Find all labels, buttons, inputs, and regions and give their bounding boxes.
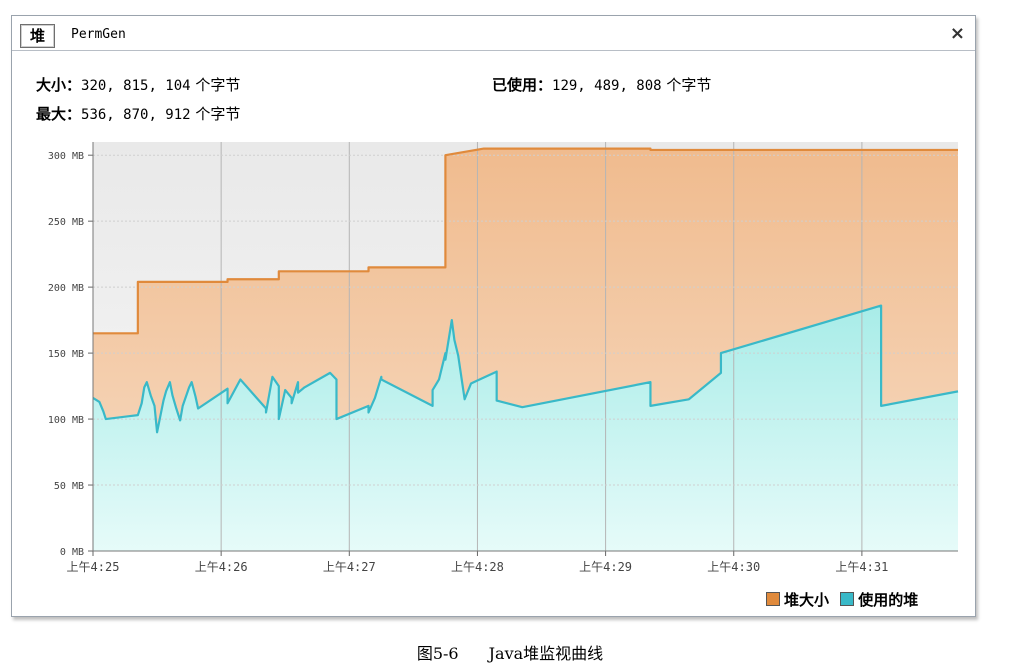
heap-monitor-panel: 堆 PermGen × 大小：320, 815, 104 个字节 最大：536,… xyxy=(11,15,976,617)
used-unit: 个字节 xyxy=(666,76,712,94)
legend-heap-used: 使用的堆 xyxy=(840,591,918,609)
max-label: 最大： xyxy=(36,105,82,123)
heap-size-stat: 大小：320, 815, 104 个字节 xyxy=(36,74,240,95)
heap-chart: 上午4:25 上午4:26 上午4:27 上午4:28 上午4:29 上午4:30 上午4:… xyxy=(48,142,959,574)
size-value: 320, 815, 104 xyxy=(81,78,191,94)
y-tick-label: 50 MB xyxy=(54,481,84,492)
heap-max-stat: 最大：536, 870, 912 个字节 xyxy=(36,103,240,124)
y-tick-label: 0 MB xyxy=(60,547,84,558)
size-unit: 个字节 xyxy=(195,76,241,94)
max-value: 536, 870, 912 xyxy=(81,107,191,123)
tab-permgen[interactable]: PermGen xyxy=(71,27,126,42)
legend-heap-size-label: 堆大小 xyxy=(784,591,830,609)
tab-bar: 堆 PermGen × xyxy=(12,16,975,51)
legend-heap-size-swatch xyxy=(766,592,780,606)
legend-heap-used-swatch xyxy=(840,592,855,606)
x-tick-label: 上午4:28 xyxy=(451,560,504,574)
y-tick-label: 250 MB xyxy=(48,217,84,228)
figure-number: 图5-6 xyxy=(416,644,459,663)
legend-heap-size: 堆大小 xyxy=(766,591,829,609)
legend: 堆大小 使用的堆 xyxy=(766,589,918,610)
x-tick-label: 上午4:30 xyxy=(707,560,760,574)
close-icon[interactable]: × xyxy=(949,23,965,44)
y-tick-label: 200 MB xyxy=(48,283,84,294)
heap-size-line xyxy=(93,147,958,335)
heap-used-line xyxy=(92,304,959,434)
x-tick-label: 上午4:29 xyxy=(579,560,632,574)
x-tick-label: 上午4:26 xyxy=(195,560,248,574)
used-label: 已使用： xyxy=(492,76,553,94)
x-tick-label: 上午4:25 xyxy=(67,560,120,574)
legend-heap-used-label: 使用的堆 xyxy=(858,591,919,609)
heap-used-stat: 已使用：129, 489, 808 个字节 xyxy=(492,74,711,95)
x-tick-label: 上午4:27 xyxy=(323,560,376,574)
figure-caption: 图5-6 Java堆监视曲线 xyxy=(0,640,1020,664)
size-label: 大小： xyxy=(36,76,82,94)
used-value: 129, 489, 808 xyxy=(552,78,662,94)
y-tick-label: 300 MB xyxy=(48,151,84,162)
heap-used-area xyxy=(93,305,958,551)
figure-title: Java堆监视曲线 xyxy=(488,644,604,663)
tab-heap[interactable]: 堆 xyxy=(20,24,55,48)
y-tick-label: 150 MB xyxy=(48,349,84,360)
x-tick-label: 上午4:31 xyxy=(835,560,888,574)
y-tick-label: 100 MB xyxy=(48,415,84,426)
max-unit: 个字节 xyxy=(195,105,241,123)
